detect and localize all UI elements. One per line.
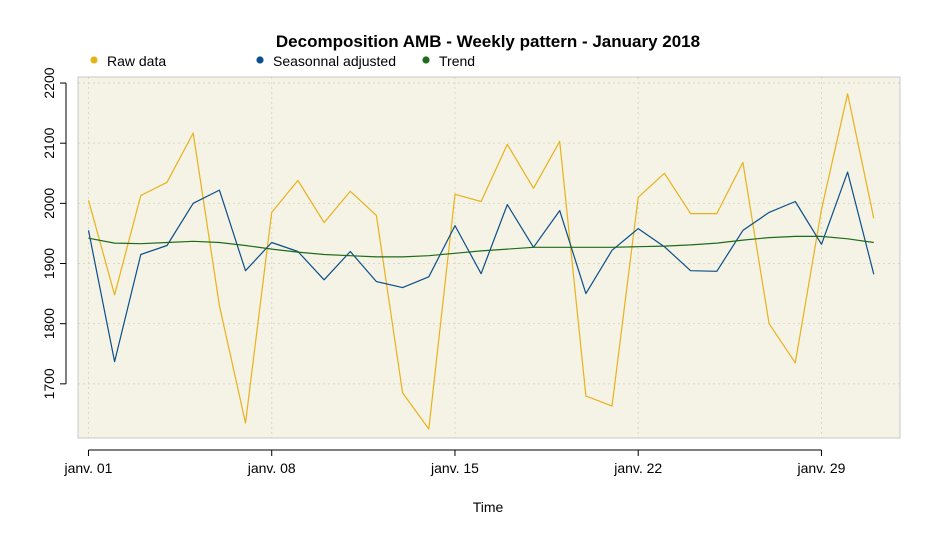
series-line-raw-data [87, 93, 875, 430]
legend-label-raw-data: Raw data [107, 53, 166, 69]
x-tick-label: janv. 01 [63, 460, 112, 476]
legend-label-seasonnal-adjusted: Seasonnal adjusted [273, 53, 396, 69]
y-tick-label: 1900 [41, 248, 57, 279]
legend-marker-seasonnal-adjusted [256, 56, 264, 64]
x-tick-label: janv. 15 [430, 460, 479, 476]
legend-label-trend: Trend [439, 53, 475, 69]
y-tick-label: 2100 [41, 127, 57, 158]
y-tick-label: 1700 [41, 368, 57, 399]
plot-frame [77, 76, 901, 439]
grid [78, 77, 900, 438]
legend-marker-raw-data [90, 56, 98, 64]
chart-title: Decomposition AMB - Weekly pattern - Jan… [276, 32, 700, 51]
x-tick-label: janv. 29 [796, 460, 845, 476]
x-tick-label: janv. 08 [247, 460, 296, 476]
x-axis-label: Time [473, 499, 504, 515]
x-tick-label: janv. 22 [613, 460, 662, 476]
y-tick-label: 1800 [41, 308, 57, 339]
legend-marker-trend [422, 56, 430, 64]
series-line-seasonnal-adjusted [87, 171, 875, 363]
legend: Raw data Seasonnal adjusted Trend [90, 53, 475, 69]
axes: 1700 1800 1900 2000 2100 2200 janv. 01 janv. 08… [41, 67, 846, 476]
y-tick-label: 2000 [41, 188, 57, 219]
series-layer [87, 93, 875, 430]
series-line-trend [88, 235, 874, 258]
plot-background [78, 77, 900, 438]
y-tick-label: 2200 [41, 67, 57, 98]
